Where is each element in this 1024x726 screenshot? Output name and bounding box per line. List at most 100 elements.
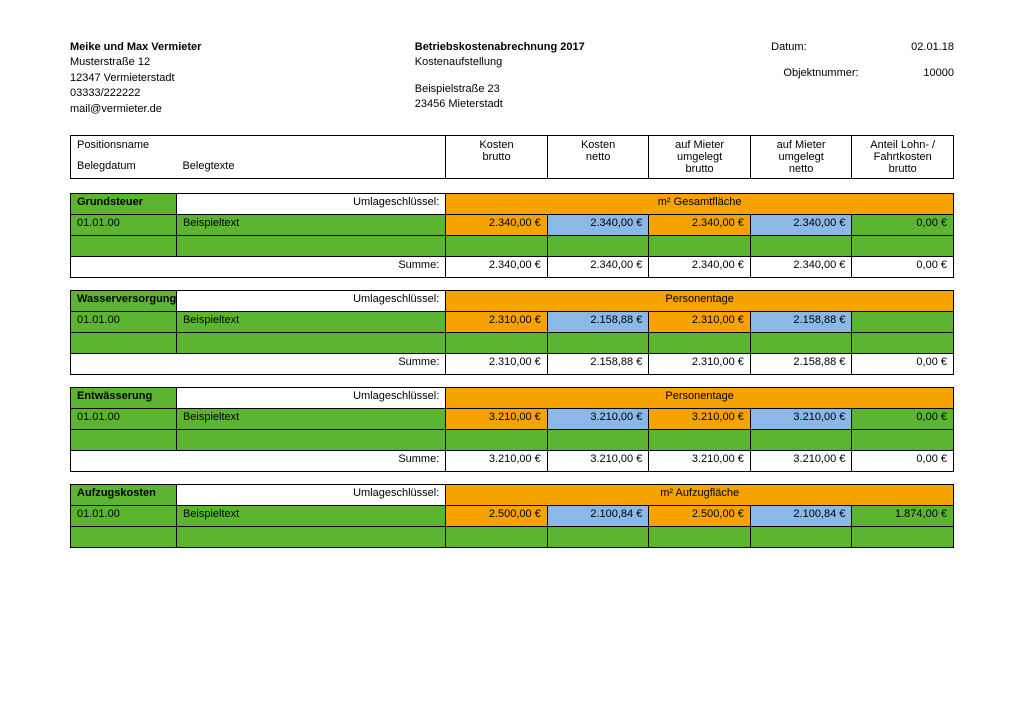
hdr-belegtexte: Belegtexte (176, 157, 445, 179)
landlord-mail: mail@vermieter.de (70, 102, 406, 117)
allocation-key-label: Umlageschlüssel: (176, 290, 445, 311)
document-title-block: Betriebskostenabrechnung 2017 Kostenaufs… (415, 40, 698, 117)
sections-container: GrundsteuerUmlageschlüssel:m² Gesamtfläc… (70, 193, 954, 548)
row-value: 1.874,00 € (852, 505, 954, 526)
row-value (852, 311, 954, 332)
row-value: 3.210,00 € (547, 408, 649, 429)
sum-value: 3.210,00 € (649, 450, 751, 471)
landlord-phone: 03333/222222 (70, 86, 406, 101)
objectno-value: 10000 (923, 66, 954, 81)
row-value: 3.210,00 € (446, 408, 548, 429)
row-value: 2.500,00 € (446, 505, 548, 526)
allocation-key-value: Personentage (446, 387, 954, 408)
sum-value: 2.158,88 € (547, 353, 649, 374)
row-value: 3.210,00 € (750, 408, 852, 429)
sum-value: 3.210,00 € (547, 450, 649, 471)
row-value: 2.100,84 € (750, 505, 852, 526)
filler-cell (547, 526, 649, 547)
doc-title: Betriebskostenabrechnung 2017 (415, 40, 698, 55)
hdr-positionsname: Positionsname (71, 135, 446, 157)
sum-value: 0,00 € (852, 450, 954, 471)
filler-cell (446, 429, 548, 450)
row-text: Beispieltext (176, 505, 445, 526)
filler-cell (852, 332, 954, 353)
sum-label: Summe: (71, 353, 446, 374)
objectno-label: Objektnummer: (783, 66, 883, 81)
filler-cell (750, 332, 852, 353)
filler-cell (750, 526, 852, 547)
row-value: 2.100,84 € (547, 505, 649, 526)
sum-label: Summe: (71, 450, 446, 471)
sum-label: Summe: (71, 256, 446, 277)
row-value: 0,00 € (852, 214, 954, 235)
sum-value: 3.210,00 € (750, 450, 852, 471)
section-table: AufzugskostenUmlageschlüssel:m² Aufzugfl… (70, 484, 954, 548)
column-header-table: Positionsname Kostenbrutto Kostennetto a… (70, 135, 954, 179)
section-name: Aufzugskosten (71, 484, 177, 505)
object-city: 23456 Mieterstadt (415, 97, 698, 112)
row-text: Beispieltext (176, 408, 445, 429)
sum-value: 3.210,00 € (446, 450, 548, 471)
section-name: Grundsteuer (71, 193, 177, 214)
row-value: 0,00 € (852, 408, 954, 429)
row-value: 2.340,00 € (750, 214, 852, 235)
filler-cell (71, 235, 177, 256)
landlord-block: Meike und Max Vermieter Musterstraße 12 … (70, 40, 406, 117)
filler-cell (71, 526, 177, 547)
allocation-key-label: Umlageschlüssel: (176, 193, 445, 214)
row-date: 01.01.00 (71, 214, 177, 235)
hdr-kosten-netto: Kostennetto (547, 135, 649, 178)
filler-cell (547, 429, 649, 450)
sum-value: 0,00 € (852, 353, 954, 374)
row-value: 2.158,88 € (547, 311, 649, 332)
filler-cell (446, 332, 548, 353)
filler-cell (176, 429, 445, 450)
section-table: GrundsteuerUmlageschlüssel:m² Gesamtfläc… (70, 193, 954, 278)
row-value: 2.158,88 € (750, 311, 852, 332)
sum-value: 2.158,88 € (750, 353, 852, 374)
landlord-name: Meike und Max Vermieter (70, 40, 406, 55)
sum-value: 2.310,00 € (649, 353, 751, 374)
filler-cell (649, 235, 751, 256)
row-value: 2.340,00 € (446, 214, 548, 235)
filler-cell (852, 235, 954, 256)
section-name: Entwässerung (71, 387, 177, 408)
allocation-key-label: Umlageschlüssel: (176, 484, 445, 505)
hdr-lohn: Anteil Lohn- /Fahrtkostenbrutto (852, 135, 954, 178)
row-value: 2.500,00 € (649, 505, 751, 526)
hdr-mieter-netto: auf Mieterumgelegtnetto (750, 135, 852, 178)
hdr-kosten-brutto: Kostenbrutto (446, 135, 548, 178)
filler-cell (446, 235, 548, 256)
sum-value: 2.310,00 € (446, 353, 548, 374)
landlord-city: 12347 Vermieterstadt (70, 71, 406, 86)
filler-cell (852, 526, 954, 547)
date-label: Datum: (771, 40, 871, 55)
row-date: 01.01.00 (71, 505, 177, 526)
filler-cell (649, 526, 751, 547)
sum-value: 2.340,00 € (750, 256, 852, 277)
sum-value: 2.340,00 € (649, 256, 751, 277)
filler-cell (649, 332, 751, 353)
row-value: 2.340,00 € (547, 214, 649, 235)
doc-subtitle: Kostenaufstellung (415, 55, 698, 70)
allocation-key-label: Umlageschlüssel: (176, 387, 445, 408)
allocation-key-value: m² Aufzugfläche (446, 484, 954, 505)
row-value: 2.310,00 € (446, 311, 548, 332)
filler-cell (71, 429, 177, 450)
filler-cell (547, 332, 649, 353)
sum-value: 2.340,00 € (547, 256, 649, 277)
meta-block: Datum: 02.01.18 Objektnummer: 10000 (706, 40, 954, 117)
section-name: Wasserversorgung (71, 290, 177, 311)
row-text: Beispieltext (176, 311, 445, 332)
row-date: 01.01.00 (71, 311, 177, 332)
row-value: 2.310,00 € (649, 311, 751, 332)
date-value: 02.01.18 (911, 40, 954, 55)
landlord-street: Musterstraße 12 (70, 55, 406, 70)
filler-cell (71, 332, 177, 353)
row-value: 3.210,00 € (649, 408, 751, 429)
document-header: Meike und Max Vermieter Musterstraße 12 … (70, 40, 954, 117)
hdr-mieter-brutto: auf Mieterumgelegtbrutto (649, 135, 751, 178)
section-table: WasserversorgungUmlageschlüssel:Personen… (70, 290, 954, 375)
filler-cell (750, 429, 852, 450)
hdr-belegdatum: Belegdatum (71, 157, 177, 179)
